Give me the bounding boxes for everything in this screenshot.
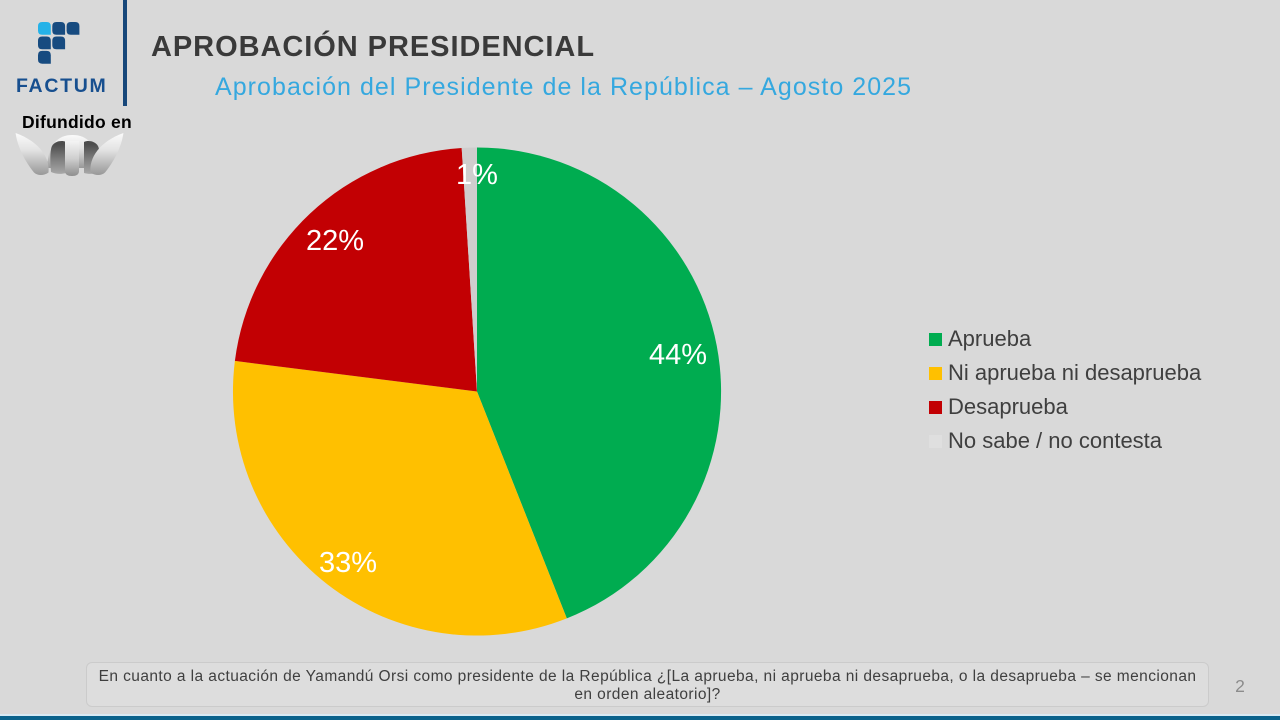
svg-text:22%: 22% bbox=[306, 225, 364, 257]
svg-text:1%: 1% bbox=[456, 159, 498, 191]
svg-text:44%: 44% bbox=[649, 339, 707, 371]
svg-text:33%: 33% bbox=[319, 547, 377, 579]
